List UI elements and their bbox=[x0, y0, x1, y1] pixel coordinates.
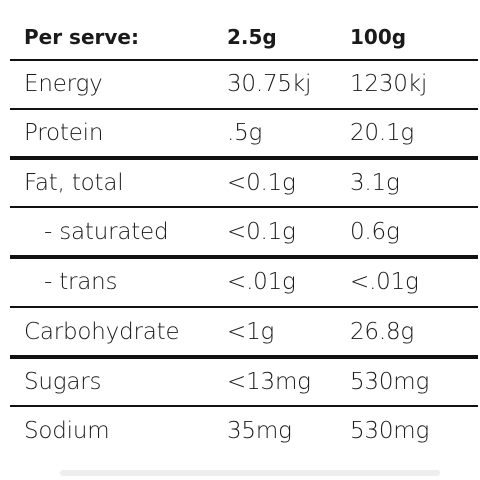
divider bbox=[10, 108, 478, 110]
row-value-100g: 1230kj bbox=[350, 71, 428, 97]
row-label: Sodium bbox=[24, 418, 110, 444]
table-row: Sodium 35mg 530mg bbox=[0, 408, 480, 454]
row-value-serve: <13mg bbox=[227, 369, 311, 395]
divider bbox=[10, 59, 478, 61]
table-row: - trans <.01g <.01g bbox=[0, 259, 480, 305]
row-value-serve: <.01g bbox=[227, 269, 296, 295]
row-value-100g: <.01g bbox=[350, 269, 419, 295]
header-serving-size: 2.5g bbox=[227, 25, 277, 49]
table-header-row: Per serve: 2.5g 100g bbox=[0, 14, 480, 60]
divider bbox=[10, 306, 478, 308]
row-value-serve: .5g bbox=[227, 120, 263, 146]
table-row: Carbohydrate <1g 26.8g bbox=[0, 309, 480, 355]
row-label: - saturated bbox=[44, 219, 169, 245]
header-per-serve: Per serve: bbox=[24, 25, 139, 49]
row-value-100g: 26.8g bbox=[350, 319, 415, 345]
table-row: Energy 30.75kj 1230kj bbox=[0, 61, 480, 107]
row-label: Protein bbox=[24, 120, 104, 146]
header-per-100g: 100g bbox=[350, 25, 407, 49]
divider bbox=[10, 255, 478, 259]
row-label: - trans bbox=[44, 269, 118, 295]
row-label: Energy bbox=[24, 71, 103, 97]
row-label: Carbohydrate bbox=[24, 319, 180, 345]
row-value-100g: 20.1g bbox=[350, 120, 415, 146]
divider bbox=[10, 156, 478, 160]
table-row: - saturated <0.1g 0.6g bbox=[0, 209, 480, 255]
divider bbox=[10, 206, 478, 208]
table-row: Sugars <13mg 530mg bbox=[0, 359, 480, 405]
row-label: Fat, total bbox=[24, 170, 124, 196]
table-row: Protein .5g 20.1g bbox=[0, 110, 480, 156]
row-value-serve: <0.1g bbox=[227, 170, 296, 196]
row-value-serve: 35mg bbox=[227, 418, 292, 444]
divider bbox=[10, 355, 478, 359]
row-value-serve: <0.1g bbox=[227, 219, 296, 245]
row-value-100g: 0.6g bbox=[350, 219, 400, 245]
row-label: Sugars bbox=[24, 369, 102, 395]
table-row: Fat, total <0.1g 3.1g bbox=[0, 160, 480, 206]
bottom-shadow bbox=[60, 470, 440, 476]
row-value-100g: 530mg bbox=[350, 369, 430, 395]
row-value-100g: 530mg bbox=[350, 418, 430, 444]
divider bbox=[10, 405, 478, 407]
row-value-100g: 3.1g bbox=[350, 170, 400, 196]
row-value-serve: <1g bbox=[227, 319, 275, 345]
row-value-serve: 30.75kj bbox=[227, 71, 312, 97]
